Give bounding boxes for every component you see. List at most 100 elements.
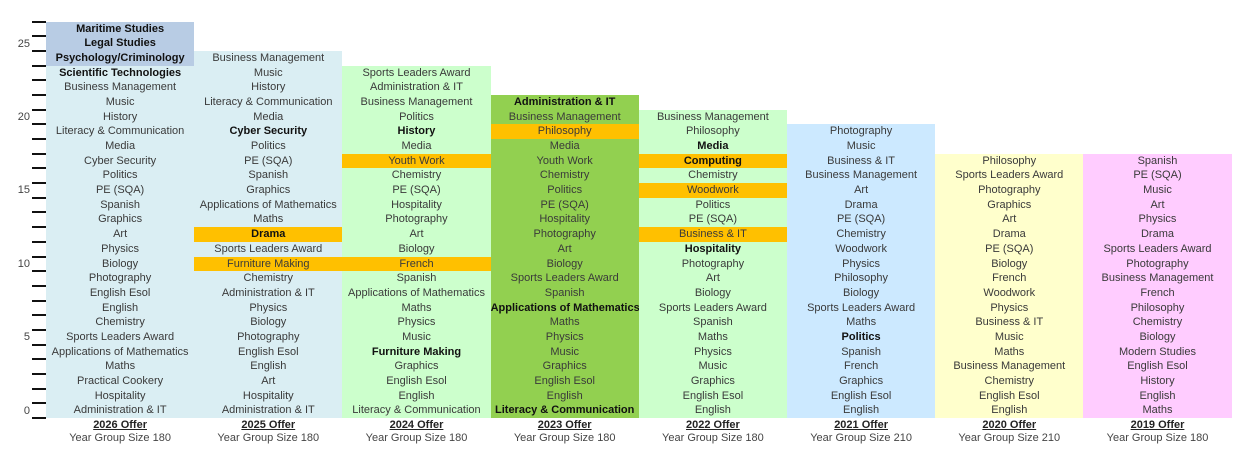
subject-cell: PE (SQA) xyxy=(540,198,589,211)
subject-cell: Hospitality xyxy=(94,389,146,402)
subject-cell: Maths xyxy=(846,316,877,329)
subject-cell: Drama xyxy=(1140,228,1174,241)
column-footer: 2019 Offer Year Group Size 180 xyxy=(1083,419,1231,444)
subject-cell: Woodwork xyxy=(638,183,787,198)
subject-cell: Hospitality xyxy=(391,198,442,211)
subject-cell: Business Management xyxy=(1101,272,1214,285)
offer-column: Spanish PE (SQA) Music Art Physics Drama Sport… xyxy=(1083,153,1232,418)
subject-cell: Art xyxy=(261,374,276,387)
y-tick xyxy=(32,343,46,346)
subject-cell: PE (SQA) xyxy=(392,184,441,197)
y-tick xyxy=(32,270,46,273)
subject-cell: Media xyxy=(253,110,284,123)
subject-cell: Legal Studies xyxy=(46,36,195,51)
subject-cell: English Esol xyxy=(682,389,744,402)
y-tick xyxy=(32,417,46,419)
offer-year-title: 2021 Offer xyxy=(834,419,888,431)
y-tick xyxy=(32,94,46,97)
subject-cell: Business Management xyxy=(212,52,325,64)
subject-cell: Physics xyxy=(842,257,881,270)
y-tick xyxy=(32,328,46,331)
subject-cell: Media xyxy=(105,140,136,153)
y-tick-label: 15 xyxy=(17,184,30,197)
offer-column: Administration & IT Business Management Ph… xyxy=(490,95,639,418)
subject-cell: Art xyxy=(409,228,424,241)
subject-cell: Biology xyxy=(843,286,880,299)
subject-cell: Spanish xyxy=(396,272,437,285)
subject-cell: History xyxy=(102,110,138,123)
offer-year-title: 2023 Offer xyxy=(537,419,592,431)
subject-cell: Applications of Mathematics xyxy=(199,198,337,211)
subject-cell: Maths xyxy=(401,301,432,314)
column-footer: 2023 Offer Year Group Size 180 xyxy=(491,419,639,444)
y-tick xyxy=(32,299,46,302)
subject-cell: Business Management xyxy=(656,110,769,123)
subject-cell: Sports Leaders Award xyxy=(66,330,175,343)
y-tick xyxy=(32,314,46,317)
subject-cell: Biology xyxy=(694,286,731,299)
subject-cell: English Esol xyxy=(534,374,595,387)
y-axis: 0 5 10 15 20 25 xyxy=(0,0,46,467)
subject-cell: Sports Leaders Award xyxy=(362,66,471,79)
y-tick xyxy=(32,20,46,23)
offer-column: Photography Music Business & IT Business Ma… xyxy=(787,124,936,418)
subject-cell: Applications of Mathematics xyxy=(490,301,639,314)
subject-cell: Music xyxy=(1143,184,1172,197)
subject-cell: Business Management xyxy=(953,360,1066,373)
subject-cell: Photography xyxy=(829,125,893,138)
subject-cell: Biology xyxy=(991,257,1028,270)
subject-cell: Woodwork xyxy=(835,242,887,255)
subject-cell: Drama xyxy=(844,198,878,211)
subject-cell: Administration & IT xyxy=(370,81,463,94)
subject-cell: Youth Work xyxy=(342,153,491,169)
subject-cell: English xyxy=(694,404,731,417)
subject-cell: Spanish xyxy=(1137,154,1178,167)
subject-cell: Philosophy xyxy=(982,154,1037,167)
subject-cell: Photography xyxy=(681,257,745,270)
y-tick xyxy=(32,211,46,214)
subject-cell: Graphics xyxy=(987,198,1032,211)
year-group-size: Year Group Size 180 xyxy=(513,432,616,444)
subject-cell: French xyxy=(342,256,491,272)
subject-cell: Sports Leaders Award xyxy=(510,272,619,285)
subject-cell: Literacy & Communication xyxy=(495,404,635,417)
column-footer: 2021 Offer Year Group Size 210 xyxy=(787,419,935,444)
subject-cell: English Esol xyxy=(89,286,151,299)
offer-column: Maritime Studies Legal Studies Psychology/… xyxy=(46,21,195,418)
subject-cell: Chemistry xyxy=(243,272,294,285)
year-group-size: Year Group Size 210 xyxy=(958,432,1061,444)
subject-cell: Graphics xyxy=(839,374,884,387)
subject-cell: Chemistry xyxy=(984,374,1035,387)
subject-cell: Administration & IT xyxy=(221,286,315,299)
subject-cell: Computing xyxy=(638,153,787,169)
subject-cell: Furniture Making xyxy=(371,345,462,358)
subject-cell: Physics xyxy=(1138,213,1177,226)
y-tick xyxy=(32,64,46,67)
y-tick xyxy=(32,226,46,229)
offer-column: Sports Leaders Award Administration & IT B… xyxy=(342,65,491,418)
subject-cell: History xyxy=(251,81,286,94)
y-tick-label: 20 xyxy=(17,111,30,124)
subject-cell: History xyxy=(397,125,436,138)
subject-cell: English Esol xyxy=(386,374,447,387)
subject-cell: Chemistry xyxy=(836,228,886,241)
subject-cell: Maths xyxy=(994,345,1025,358)
subject-cell: Hospitality xyxy=(684,242,741,255)
subject-cell: Administration & IT xyxy=(221,404,315,417)
y-tick xyxy=(32,240,46,243)
subject-cell: Business & IT xyxy=(975,316,1044,329)
subject-cell: English xyxy=(398,389,435,402)
subject-cell: Administration & IT xyxy=(73,404,167,417)
subject-cell: Maths xyxy=(697,330,728,343)
subject-cell: Business Management xyxy=(805,169,918,182)
subject-cell: Biology xyxy=(398,242,435,255)
subject-cell: Art xyxy=(1150,198,1165,211)
subject-cell: Chemistry xyxy=(539,169,590,182)
subject-cell: Art xyxy=(854,184,869,197)
year-group-size: Year Group Size 180 xyxy=(217,432,320,444)
subject-cell: English Esol xyxy=(1127,360,1188,373)
subject-cell: Art xyxy=(705,272,720,285)
y-tick xyxy=(32,358,46,361)
subject-cell: French xyxy=(992,272,1027,285)
year-group-size: Year Group Size 180 xyxy=(365,432,468,444)
